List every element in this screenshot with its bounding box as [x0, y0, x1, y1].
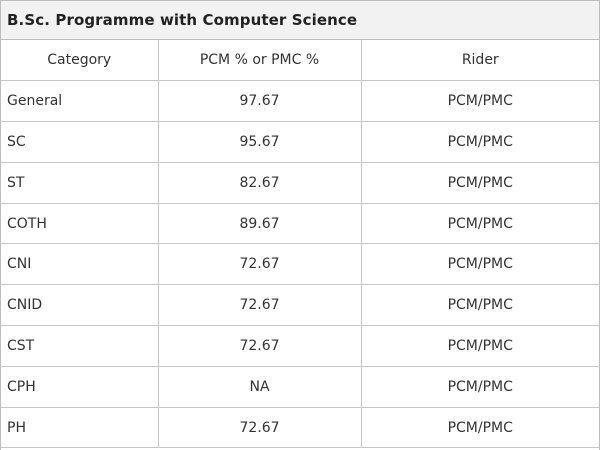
table-row: PH 72.67 PCM/PMC	[1, 407, 599, 449]
cell-category: ST	[1, 162, 158, 204]
cell-category: CST	[1, 325, 158, 367]
cell-category: CNID	[1, 284, 158, 327]
column-header-category: Category	[1, 40, 158, 82]
cell-rider: PCM/PMC	[360, 366, 599, 408]
cell-score: 72.67	[157, 325, 361, 367]
cell-score: NA	[157, 366, 361, 408]
table-row: CNI 72.67 PCM/PMC	[1, 243, 599, 286]
cell-rider: PCM/PMC	[360, 407, 599, 449]
table-title: B.Sc. Programme with Computer Science	[1, 0, 599, 40]
cell-rider: PCM/PMC	[360, 325, 599, 367]
cell-category: CPH	[1, 366, 158, 408]
cell-rider: PCM/PMC	[360, 121, 599, 163]
cutoff-table: Category PCM % or PMC % Rider General 97…	[1, 40, 599, 449]
cell-category: CNI	[1, 243, 158, 286]
cell-rider: PCM/PMC	[360, 243, 599, 286]
cell-score: 97.67	[157, 80, 361, 123]
cell-score: 89.67	[157, 203, 361, 245]
cell-score: 72.67	[157, 407, 361, 449]
cell-rider: PCM/PMC	[360, 203, 599, 245]
cell-category: SC	[1, 121, 158, 163]
column-header-score: PCM % or PMC %	[157, 40, 361, 82]
cell-rider: PCM/PMC	[360, 80, 599, 123]
cell-category: COTH	[1, 203, 158, 245]
cell-score: 82.67	[157, 162, 361, 204]
table-header-row: Category PCM % or PMC % Rider	[1, 40, 599, 82]
cell-score: 95.67	[157, 121, 361, 163]
table-row: COTH 89.67 PCM/PMC	[1, 203, 599, 245]
table-row: CST 72.67 PCM/PMC	[1, 325, 599, 367]
cell-score: 72.67	[157, 243, 361, 286]
cell-category: General	[1, 80, 158, 123]
table-row: CNID 72.67 PCM/PMC	[1, 284, 599, 327]
cell-rider: PCM/PMC	[360, 162, 599, 204]
cell-category: PH	[1, 407, 158, 449]
table-row: General 97.67 PCM/PMC	[1, 80, 599, 123]
column-header-rider: Rider	[360, 40, 599, 82]
table-row: CPH NA PCM/PMC	[1, 366, 599, 408]
table-row: ST 82.67 PCM/PMC	[1, 162, 599, 204]
cell-score: 72.67	[157, 284, 361, 327]
table-row: SC 95.67 PCM/PMC	[1, 121, 599, 163]
cell-rider: PCM/PMC	[360, 284, 599, 327]
